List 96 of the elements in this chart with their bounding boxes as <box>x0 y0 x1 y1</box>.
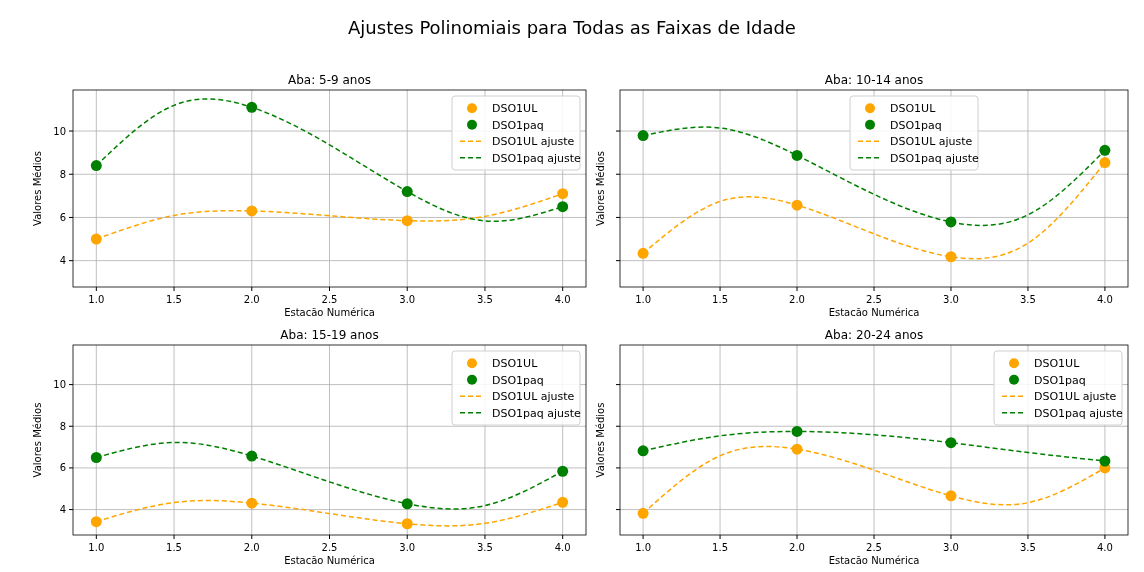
legend-label: DSO1UL ajuste <box>1034 390 1117 404</box>
x-tick-label: 3.0 <box>399 542 416 553</box>
point <box>637 247 649 259</box>
y-tick-label: 8 <box>59 168 66 180</box>
point <box>945 251 957 263</box>
y-tick-label: 10 <box>53 125 66 137</box>
y-tick-label: 8 <box>59 420 66 432</box>
point <box>945 437 957 449</box>
point <box>401 186 413 198</box>
x-tick-label: 2.0 <box>789 294 805 305</box>
point <box>90 452 102 463</box>
point <box>90 516 102 528</box>
x-tick-label: 2.0 <box>789 542 805 553</box>
x-tick-label: 2.5 <box>866 294 882 305</box>
point <box>401 518 413 530</box>
x-tick-label: 1.0 <box>88 294 105 305</box>
legend-label: DSO1paq <box>890 118 942 132</box>
y-tick-label: 6 <box>59 462 66 474</box>
x-axis-title: Estacão Numérica <box>828 555 920 566</box>
x-tick-label: 3.5 <box>1019 294 1036 305</box>
y-axis-title: Valores Médios <box>595 151 606 226</box>
legend-label: DSO1paq <box>1034 373 1086 387</box>
x-tick-label: 3.0 <box>943 542 959 553</box>
x-axis-title: Estacão Numérica <box>828 307 920 318</box>
point <box>90 233 102 245</box>
x-axis-title: Estacão Numérica <box>284 307 375 318</box>
legend-label: DSO1UL <box>492 102 539 116</box>
point <box>1099 455 1111 467</box>
x-tick-label: 3.0 <box>943 294 959 305</box>
x-tick-label: 4.0 <box>1096 294 1113 305</box>
y-tick-label: 4 <box>59 255 66 267</box>
point <box>246 497 258 509</box>
x-tick-label: 1.5 <box>712 542 729 553</box>
legend-label: DSO1UL ajuste <box>492 135 575 149</box>
point <box>1099 157 1111 169</box>
x-tick-label: 2.5 <box>866 542 882 553</box>
x-axis-title: Estacão Numérica <box>284 555 375 566</box>
point <box>401 215 413 227</box>
point <box>557 201 569 213</box>
legend-label: DSO1UL <box>492 357 539 371</box>
point <box>557 496 569 508</box>
point <box>401 498 413 510</box>
x-tick-label: 2.0 <box>243 542 260 553</box>
x-tick-label: 4.0 <box>1096 542 1113 553</box>
point <box>246 205 258 217</box>
legend-label: DSO1UL <box>890 102 937 116</box>
x-tick-label: 2.5 <box>321 294 338 305</box>
point <box>791 443 803 455</box>
point <box>637 507 649 519</box>
x-tick-label: 1.0 <box>88 542 105 553</box>
legend-label: DSO1UL ajuste <box>492 390 575 404</box>
x-tick-label: 2.0 <box>243 294 260 305</box>
point <box>90 160 102 172</box>
chart-title: Aba: 20-24 anos <box>824 328 924 342</box>
legend-label: DSO1paq <box>492 373 544 387</box>
x-tick-label: 3.5 <box>477 294 493 305</box>
y-axis-title: Valores Médios <box>32 402 43 478</box>
legend-label: DSO1paq ajuste <box>492 406 582 420</box>
point <box>1099 144 1111 156</box>
x-tick-label: 3.0 <box>399 294 416 305</box>
point <box>945 490 957 502</box>
legend-label: DSO1paq ajuste <box>492 151 582 165</box>
point <box>557 465 569 477</box>
point <box>246 101 258 113</box>
y-tick-label: 10 <box>53 379 66 391</box>
legend-label: DSO1paq ajuste <box>1034 406 1124 420</box>
legend-label: DSO1paq ajuste <box>890 151 980 165</box>
x-tick-label: 3.5 <box>1019 542 1036 553</box>
x-tick-label: 2.5 <box>321 542 338 553</box>
point <box>246 450 258 462</box>
point <box>945 216 957 228</box>
x-tick-label: 1.0 <box>635 542 652 553</box>
chart-title: Aba: 15-19 anos <box>280 328 379 342</box>
y-axis-title: Valores Médios <box>595 402 606 478</box>
x-tick-label: 1.5 <box>712 294 729 305</box>
legend-label: DSO1UL <box>1034 357 1081 371</box>
text: Ajustes Polinomiais para Todas as Faixas de Idade <box>348 17 796 38</box>
y-axis-title: Valores Médios <box>32 151 43 226</box>
point <box>791 199 803 211</box>
y-tick-label: 6 <box>59 211 66 223</box>
point <box>637 445 649 457</box>
x-tick-label: 1.5 <box>166 542 182 553</box>
chart-title: Aba: 5-9 anos <box>287 73 372 87</box>
point <box>791 149 803 161</box>
y-tick-label: 4 <box>59 504 66 516</box>
point <box>637 130 649 142</box>
x-tick-label: 1.5 <box>166 294 182 305</box>
x-tick-label: 4.0 <box>554 542 571 553</box>
legend-label: DSO1paq <box>492 118 544 132</box>
x-tick-label: 1.0 <box>635 294 652 305</box>
point <box>791 425 803 437</box>
x-tick-label: 4.0 <box>554 294 571 305</box>
legend-label: DSO1UL ajuste <box>890 135 973 149</box>
point <box>557 188 569 200</box>
chart-title: Aba: 10-14 anos <box>824 73 924 87</box>
x-tick-label: 3.5 <box>477 542 493 553</box>
